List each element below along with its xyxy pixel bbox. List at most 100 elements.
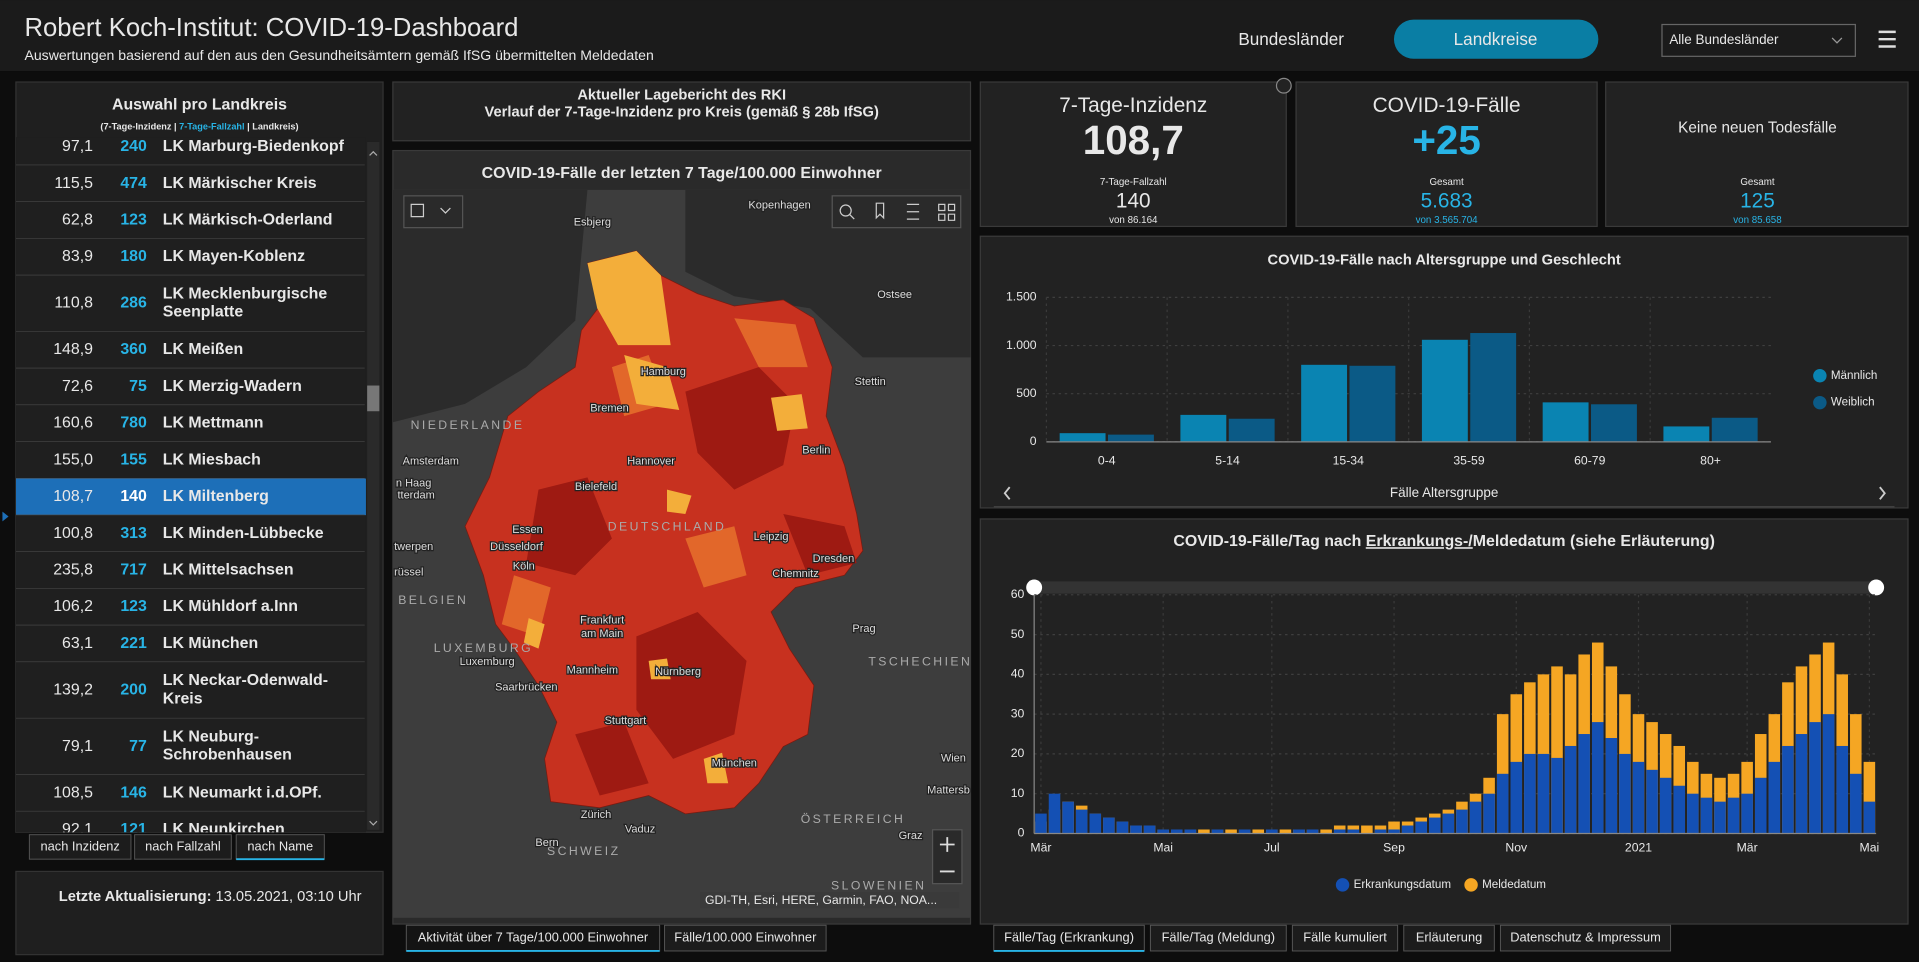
map-toolbar[interactable] — [831, 195, 962, 229]
kpi-sub-value: 140 — [1116, 189, 1151, 212]
kpi-box — [979, 81, 1287, 228]
tab[interactable] — [993, 924, 1145, 952]
x-tick-label: Mai — [1860, 840, 1880, 854]
row-name: LK Neuburg-Schrobenhausen — [163, 729, 292, 764]
bar — [1374, 829, 1387, 834]
list-row[interactable] — [15, 129, 366, 166]
country-label: TSCHECHIEN — [868, 654, 972, 668]
row-count: 200 — [120, 681, 147, 698]
list-row[interactable] — [15, 478, 366, 516]
dropdown-text: Alle Bundesländer — [1669, 32, 1779, 47]
tab-label[interactable]: Datenschutz & Impressum — [1510, 929, 1661, 944]
nav-bundeslaender[interactable]: Bundesländer — [1238, 29, 1344, 49]
sort-button[interactable] — [235, 834, 325, 860]
slider-handle[interactable] — [1868, 579, 1885, 596]
sort-button[interactable] — [134, 834, 232, 860]
row-incidence: 108,5 — [53, 784, 93, 801]
age-nav-arrows[interactable] — [1003, 486, 1886, 500]
map-select-icon — [410, 203, 451, 218]
country-label: NIEDERLANDE — [411, 418, 525, 432]
bar — [1238, 829, 1251, 834]
bar — [1059, 433, 1106, 442]
list-row[interactable] — [15, 551, 366, 589]
tab[interactable] — [664, 924, 827, 952]
list-row[interactable] — [15, 774, 366, 812]
bar — [1741, 793, 1753, 834]
city-label: Hannover — [627, 455, 675, 467]
tab[interactable] — [1499, 924, 1672, 952]
tab[interactable] — [1291, 924, 1399, 952]
y-tick-label: 0 — [1018, 826, 1025, 840]
tab-label[interactable]: Fälle/Tag (Erkrankung) — [1004, 929, 1134, 944]
list-row[interactable] — [15, 662, 366, 719]
side-toggle[interactable] — [2, 511, 9, 522]
scrollbar-thumb[interactable] — [367, 385, 380, 412]
sort-button-label[interactable]: nach Fallzahl — [145, 838, 221, 853]
bar — [1663, 426, 1710, 442]
range-slider[interactable] — [1034, 581, 1877, 594]
sort-button[interactable] — [28, 834, 132, 860]
nav-landkreise[interactable]: Landkreise — [1454, 29, 1538, 49]
x-tick-label: 60-79 — [1574, 454, 1605, 468]
list-row[interactable] — [15, 331, 366, 369]
list-row[interactable] — [15, 238, 366, 276]
bar — [1646, 769, 1658, 834]
nav-active-bg[interactable] — [1393, 19, 1599, 59]
city-label: Hamburg — [641, 366, 686, 378]
scroll-arrows[interactable] — [369, 150, 378, 826]
bar — [1524, 753, 1536, 834]
row-count: 221 — [120, 635, 147, 652]
toolbar-icons[interactable] — [848, 202, 956, 221]
sort-button-label[interactable]: nach Inzidenz — [41, 838, 120, 853]
list-row[interactable] — [15, 368, 366, 406]
sort-button-label[interactable]: nach Name — [247, 838, 313, 853]
row-count: 155 — [120, 451, 147, 468]
low-incidence — [523, 250, 808, 784]
row-name: LK Neumarkt i.d.OPf. — [163, 784, 322, 801]
row-count: 240 — [120, 138, 147, 155]
bar — [1754, 777, 1767, 834]
slider-handle[interactable] — [1026, 579, 1043, 596]
country-label: SLOWENIEN — [831, 878, 926, 892]
list-row[interactable] — [15, 201, 366, 239]
map-select-tool[interactable] — [403, 195, 464, 229]
list-row[interactable] — [15, 811, 366, 848]
search-icon[interactable] — [839, 204, 852, 217]
bar — [1103, 817, 1115, 834]
list-row[interactable] — [15, 515, 366, 552]
tab[interactable] — [1149, 924, 1287, 952]
city-label: Prag — [852, 623, 875, 635]
tab-label[interactable]: Aktivität über 7 Tage/100.000 Einwohner — [418, 929, 649, 944]
list-row[interactable] — [15, 275, 366, 332]
zoom-icons[interactable] — [939, 837, 955, 873]
expand-icon[interactable] — [1275, 77, 1292, 94]
map[interactable]: Esbjerg Kopenhagen Ostsee Hamburg Stettin Bre… — [392, 189, 972, 918]
row-incidence: 92,1 — [62, 821, 93, 838]
list-row[interactable] — [15, 165, 366, 202]
bar — [1850, 773, 1862, 834]
tab-label[interactable]: Fälle/100.000 Einwohner — [674, 929, 817, 944]
menu-icon[interactable] — [1878, 30, 1896, 48]
tab-label[interactable]: Erläuterung — [1416, 929, 1482, 944]
bar — [1469, 801, 1482, 834]
x-tick-label: 15-34 — [1333, 454, 1364, 468]
title-part: Meldedatum (siehe Erläuterung) — [1473, 533, 1715, 550]
tab-label[interactable]: Fälle/Tag (Meldung) — [1162, 929, 1276, 944]
bar — [1591, 722, 1604, 834]
tab[interactable] — [1403, 924, 1495, 952]
tab-label[interactable]: Fälle kumuliert — [1303, 929, 1387, 944]
list-row[interactable] — [15, 718, 366, 775]
bar — [1714, 801, 1726, 834]
row-name: LK Märkischer Kreis — [163, 175, 317, 192]
bar — [1347, 825, 1360, 834]
row-name: LK Mettmann — [163, 415, 264, 432]
list-row[interactable] — [15, 405, 366, 442]
dropdown[interactable] — [1661, 23, 1856, 57]
page-title: Robert Koch-Institut: COVID-19-Dashboard — [24, 14, 518, 42]
list-row[interactable] — [15, 441, 366, 479]
row-incidence: 108,7 — [53, 488, 93, 505]
kpi-sub-label: Gesamt — [1740, 177, 1775, 188]
list-row[interactable] — [15, 588, 366, 626]
y-tick-label: 1.500 — [1006, 290, 1037, 304]
list-row[interactable] — [15, 625, 366, 663]
